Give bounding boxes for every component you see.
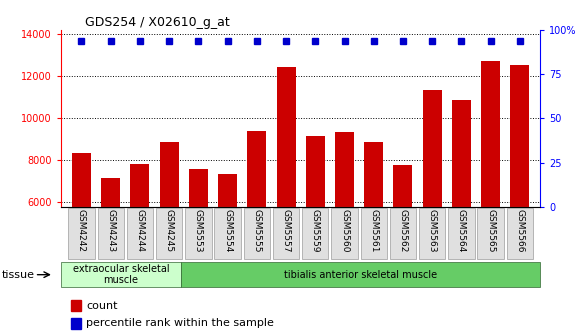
Text: GSM5565: GSM5565 <box>486 209 495 253</box>
Text: GSM5557: GSM5557 <box>282 209 290 253</box>
FancyBboxPatch shape <box>127 208 153 259</box>
Bar <box>130 164 149 328</box>
Text: GSM5555: GSM5555 <box>252 209 261 253</box>
Text: GSM5553: GSM5553 <box>194 209 203 253</box>
Text: tibialis anterior skeletal muscle: tibialis anterior skeletal muscle <box>284 270 437 280</box>
FancyBboxPatch shape <box>361 208 387 259</box>
FancyBboxPatch shape <box>449 208 475 259</box>
FancyBboxPatch shape <box>331 208 358 259</box>
FancyBboxPatch shape <box>507 208 533 259</box>
Bar <box>72 153 91 328</box>
FancyBboxPatch shape <box>419 208 446 259</box>
Text: tissue: tissue <box>2 270 35 280</box>
Bar <box>101 178 120 328</box>
Text: GSM5559: GSM5559 <box>311 209 320 253</box>
FancyBboxPatch shape <box>69 208 95 259</box>
FancyBboxPatch shape <box>156 208 182 259</box>
FancyBboxPatch shape <box>478 208 504 259</box>
Text: GSM4242: GSM4242 <box>77 209 86 252</box>
Bar <box>393 165 413 328</box>
FancyBboxPatch shape <box>61 262 181 287</box>
Text: GSM5566: GSM5566 <box>515 209 525 253</box>
Text: GSM5564: GSM5564 <box>457 209 466 253</box>
Text: GSM5562: GSM5562 <box>399 209 407 253</box>
Text: extraocular skeletal
muscle: extraocular skeletal muscle <box>73 264 169 286</box>
Bar <box>160 141 178 328</box>
Bar <box>423 90 442 328</box>
Bar <box>452 99 471 328</box>
FancyBboxPatch shape <box>273 208 299 259</box>
Text: GSM5554: GSM5554 <box>223 209 232 253</box>
Text: percentile rank within the sample: percentile rank within the sample <box>86 319 274 328</box>
Bar <box>218 174 237 328</box>
Text: GSM4243: GSM4243 <box>106 209 115 252</box>
Text: GSM5560: GSM5560 <box>340 209 349 253</box>
FancyBboxPatch shape <box>98 208 124 259</box>
Bar <box>335 132 354 328</box>
Bar <box>306 136 325 328</box>
FancyBboxPatch shape <box>214 208 241 259</box>
Bar <box>364 141 383 328</box>
Text: GSM5561: GSM5561 <box>370 209 378 253</box>
Bar <box>248 131 266 328</box>
Bar <box>71 300 81 311</box>
Text: GDS254 / X02610_g_at: GDS254 / X02610_g_at <box>85 16 229 29</box>
FancyBboxPatch shape <box>302 208 328 259</box>
Text: GSM4245: GSM4245 <box>164 209 174 252</box>
Bar <box>481 61 500 328</box>
FancyBboxPatch shape <box>390 208 416 259</box>
FancyBboxPatch shape <box>243 208 270 259</box>
Bar <box>510 65 529 328</box>
FancyBboxPatch shape <box>185 208 211 259</box>
Bar <box>71 318 81 329</box>
Bar <box>277 67 296 328</box>
Text: count: count <box>86 301 117 311</box>
Bar <box>189 169 208 328</box>
Text: GSM5563: GSM5563 <box>428 209 437 253</box>
FancyBboxPatch shape <box>181 262 540 287</box>
Text: GSM4244: GSM4244 <box>135 209 145 252</box>
